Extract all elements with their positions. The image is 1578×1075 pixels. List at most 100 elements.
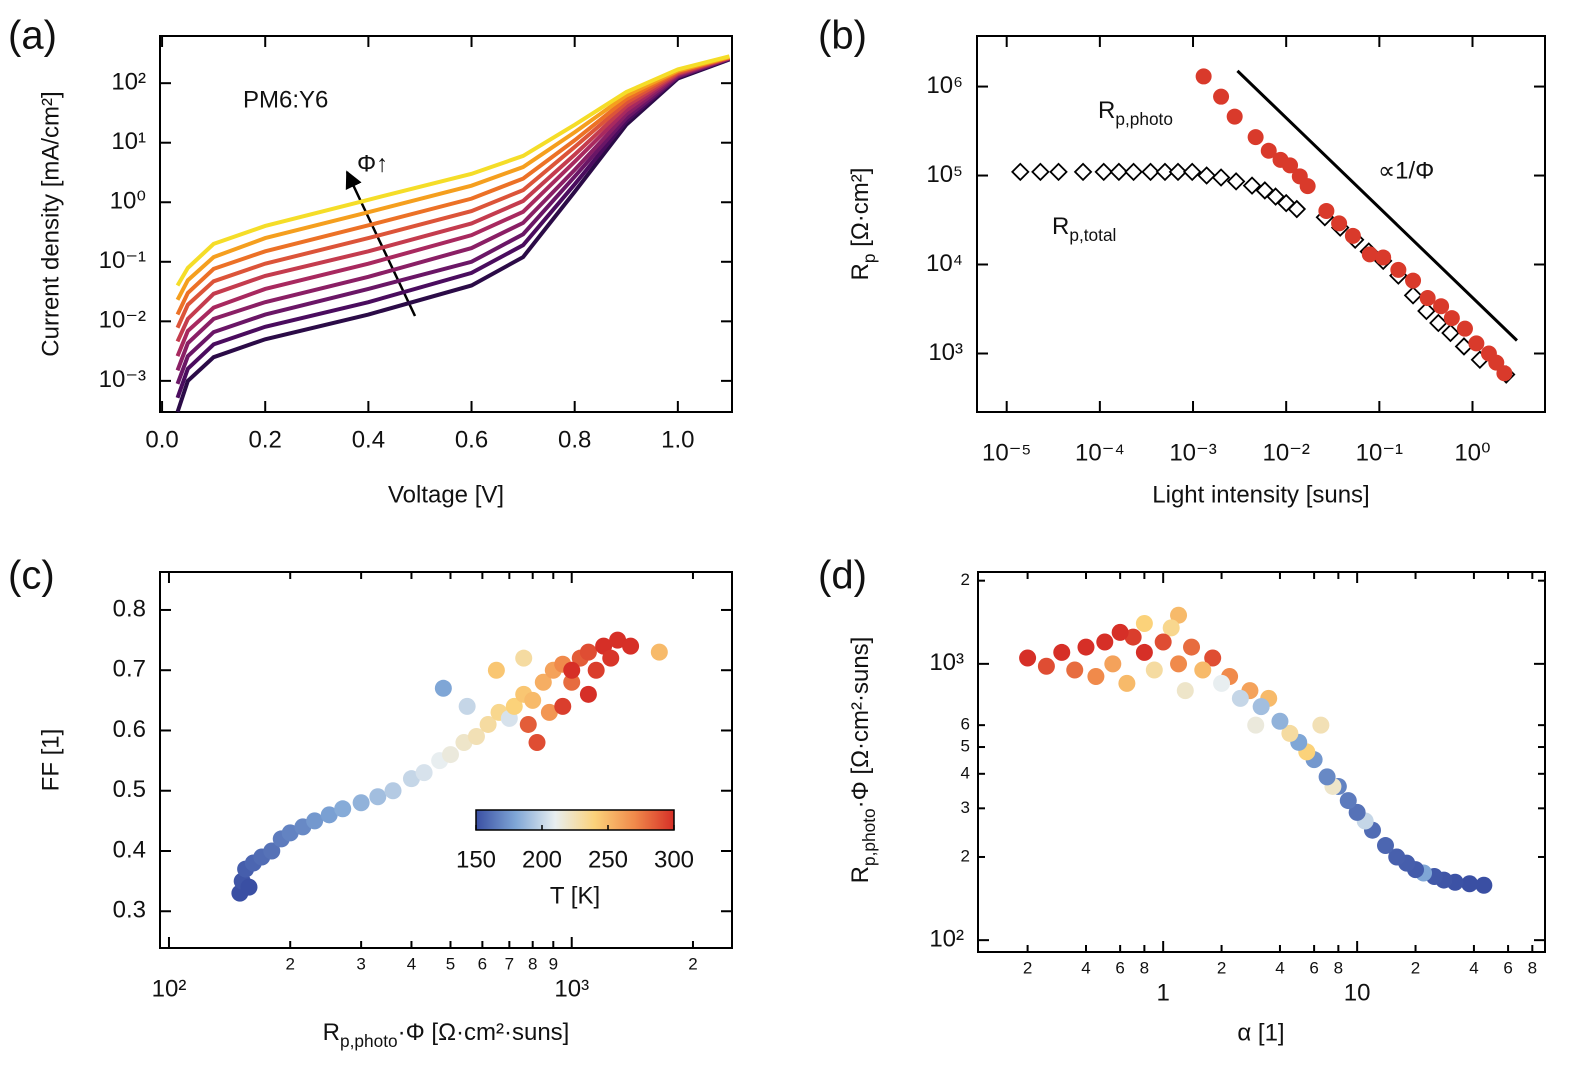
panel: (b) Light intensity [suns] Rp [Ω·cm²] 10⁻⁵ 1… — [818, 14, 1546, 508]
y-axis-label: Rp,photo·Φ [Ω·cm²·suns] — [847, 637, 878, 884]
x-tick-label: 0.4 — [352, 426, 385, 453]
diamond-marker — [1168, 162, 1188, 182]
x-tick-label: 10⁻¹ — [1356, 439, 1403, 466]
scatter-point — [587, 661, 605, 679]
scatter-point — [1361, 246, 1378, 263]
scatter-point — [1077, 638, 1095, 656]
scatter-point — [1213, 674, 1231, 692]
scatter-point — [1461, 875, 1479, 893]
line — [175, 55, 730, 329]
diamond-marker — [1287, 199, 1307, 219]
y-tick-label: 10⁴ — [926, 250, 963, 277]
scatter-point — [1135, 614, 1153, 632]
scatter-point — [515, 649, 533, 667]
scatter-point — [622, 637, 640, 655]
x-tick-label: 9 — [549, 954, 558, 973]
colorbar — [475, 809, 675, 831]
x-tick-label: 4 — [407, 954, 416, 973]
scatter-point — [1344, 227, 1361, 244]
scatter-point — [505, 697, 523, 715]
y-tick-label: 10⁻¹ — [99, 247, 146, 274]
x-tick-label: 10⁻² — [1263, 439, 1310, 466]
scatter-point — [609, 631, 627, 649]
y-tick-label: 0.3 — [113, 897, 146, 924]
scatter-point — [263, 842, 281, 860]
plot-frame — [977, 571, 1546, 953]
x-tick-label: 5 — [446, 954, 455, 973]
x-tick-label: 0.8 — [558, 426, 591, 453]
x-tick-label: 4 — [1275, 958, 1284, 977]
scatter-point — [1066, 661, 1084, 679]
x-tick-label: 10⁻⁴ — [1075, 439, 1125, 466]
scatter-point — [369, 788, 387, 806]
scatter-point — [1247, 716, 1265, 734]
scatter-point — [1096, 633, 1114, 651]
x-tick-label: 8 — [1334, 958, 1343, 977]
scatter-point — [384, 782, 402, 800]
colorbar-tick-label: 150 — [456, 846, 496, 873]
diamond-marker — [1109, 162, 1129, 182]
x-tick-label: 10⁰ — [1454, 439, 1490, 466]
scatter-point — [1271, 712, 1289, 730]
x-tick-label: 0.0 — [145, 426, 178, 453]
annotation: Φ↑ — [357, 150, 388, 177]
x-tick-label: 7 — [505, 954, 514, 973]
x-tick-label: 0.6 — [455, 426, 488, 453]
y-tick-label: 4 — [961, 763, 970, 782]
y-tick-label: 2 — [961, 570, 970, 589]
y-tick-label: 2 — [961, 846, 970, 865]
scatter-point — [563, 673, 581, 691]
x-tick-label: 2 — [1217, 958, 1226, 977]
scatter-point — [1204, 649, 1222, 667]
scatter-point — [334, 800, 352, 818]
y-tick-label: 0.5 — [113, 776, 146, 803]
series-label: Rp,total — [1052, 213, 1116, 244]
scatter-point — [1194, 661, 1212, 679]
scatter-point — [1176, 682, 1194, 700]
scatter-point — [441, 746, 459, 764]
panel: (d)α [1]Rp,photo·Φ [Ω·cm²·suns]2 4 6 812 4 6 8… — [818, 554, 1546, 1046]
panel: (c) Rp,photo·Φ [Ω·cm²·suns] FF [1] 10² 2 3 4 5 6… — [8, 554, 733, 1051]
scatter-point — [1104, 655, 1122, 673]
x-tick-label: 6 — [1503, 958, 1512, 977]
scatter-point — [306, 812, 324, 830]
scatter-point — [1226, 108, 1243, 125]
x-tick-label: 6 — [478, 954, 487, 973]
scatter-point — [415, 764, 433, 782]
scatter-point — [1154, 633, 1172, 651]
scatter-point — [1433, 298, 1450, 315]
x-tick-label: 0.2 — [249, 426, 282, 453]
x-tick-label: 1.0 — [661, 426, 694, 453]
colorbar-tick-label: 250 — [588, 846, 628, 873]
scatter-point — [1170, 655, 1188, 673]
scatter-point — [563, 661, 581, 679]
x-tick-label: 8 — [528, 954, 537, 973]
scatter-point — [1053, 643, 1071, 661]
scatter-point — [1475, 876, 1493, 894]
scatter-point — [1375, 249, 1392, 266]
scatter-point — [1124, 628, 1142, 646]
scatter-point — [402, 770, 420, 788]
line — [1236, 69, 1518, 342]
line — [175, 55, 730, 301]
scatter-point — [1247, 129, 1264, 146]
scatter-point — [1318, 768, 1336, 786]
scatter-point — [487, 661, 505, 679]
panel-label: (d) — [818, 554, 867, 598]
y-tick-label: 10² — [111, 69, 146, 96]
scatter-point — [1348, 803, 1366, 821]
y-tick-label: 10² — [929, 925, 964, 952]
x-tick-label: 3 — [356, 954, 365, 973]
scatter-point — [1252, 698, 1270, 716]
panel-label: (b) — [818, 14, 867, 58]
y-tick-label: 10⁶ — [926, 72, 963, 99]
line — [175, 57, 731, 413]
scatter-point — [320, 806, 338, 824]
line — [175, 56, 731, 385]
diamond-marker — [1073, 162, 1093, 182]
diamond-marker — [1441, 323, 1460, 343]
series-label: Rp,photo — [1098, 97, 1173, 128]
scatter-point — [1162, 619, 1180, 637]
y-tick-label: 0.4 — [113, 836, 146, 863]
x-tick-label: 2 — [1411, 958, 1420, 977]
